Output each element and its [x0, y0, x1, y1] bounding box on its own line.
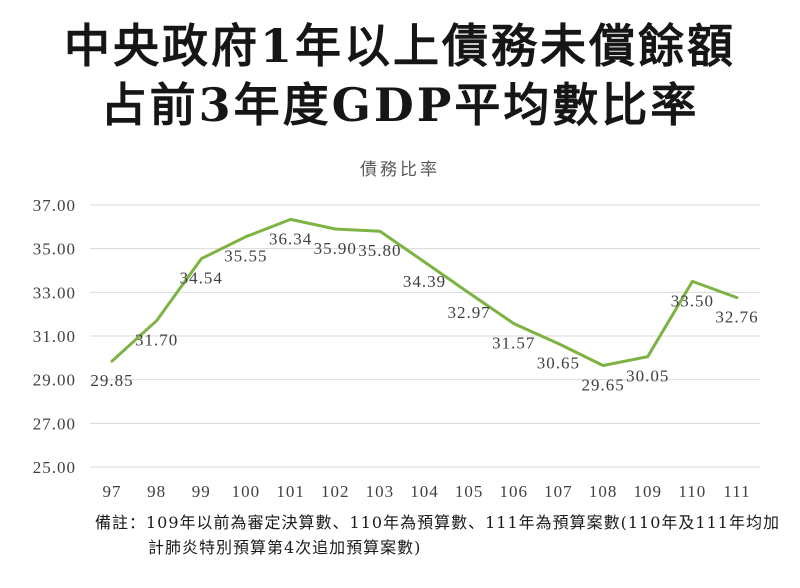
data-label: 29.85 [90, 371, 133, 390]
page-title-line2: 占前3年度GDP平均數比率 [100, 78, 700, 132]
data-label: 31.57 [492, 334, 535, 353]
y-tick-label: 31.00 [33, 327, 76, 346]
footnote-line1: 備註：109年以前為審定決算數、110年為預算數、111年為預算案數(110年及… [95, 513, 780, 532]
x-tick-label: 104 [410, 482, 439, 501]
footnote-line2: 計肺炎特別預算第4次追加預算案數) [148, 538, 422, 557]
data-label: 35.80 [358, 241, 401, 260]
y-tick-label: 37.00 [33, 196, 76, 215]
data-label: 35.90 [314, 239, 357, 258]
x-tick-label: 98 [147, 482, 166, 501]
y-tick-label: 35.00 [33, 240, 76, 259]
data-label: 34.39 [403, 272, 446, 291]
data-label: 29.65 [581, 375, 624, 394]
x-tick-label: 102 [321, 482, 350, 501]
data-label: 31.70 [135, 331, 178, 350]
page-title-line1: 中央政府1年以上債務未償餘額 [63, 19, 736, 73]
x-tick-label: 109 [633, 482, 662, 501]
chart-title: 債務比率 [360, 160, 440, 180]
x-tick-label: 108 [589, 482, 618, 501]
data-label: 33.50 [671, 291, 714, 310]
x-tick-label: 101 [276, 482, 305, 501]
data-label: 30.65 [537, 354, 580, 373]
x-tick-label: 105 [455, 482, 484, 501]
data-label: 30.05 [626, 367, 669, 386]
y-tick-label: 33.00 [33, 283, 76, 302]
x-tick-label: 107 [544, 482, 573, 501]
data-label: 32.97 [448, 303, 491, 322]
y-tick-label: 29.00 [33, 371, 76, 390]
x-tick-label: 97 [103, 482, 122, 501]
data-label: 32.76 [715, 308, 758, 327]
x-tick-label: 100 [232, 482, 261, 501]
x-tick-label: 99 [192, 482, 211, 501]
series-line [110, 217, 739, 367]
y-tick-label: 27.00 [33, 414, 76, 433]
x-tick-label: 110 [678, 482, 706, 501]
x-tick-label: 106 [500, 482, 529, 501]
data-label: 35.55 [224, 247, 267, 266]
x-tick-label: 103 [366, 482, 395, 501]
data-label: 34.54 [180, 269, 223, 288]
y-tick-label: 25.00 [33, 458, 76, 477]
x-tick-label: 111 [723, 482, 750, 501]
data-label: 36.34 [269, 229, 312, 248]
